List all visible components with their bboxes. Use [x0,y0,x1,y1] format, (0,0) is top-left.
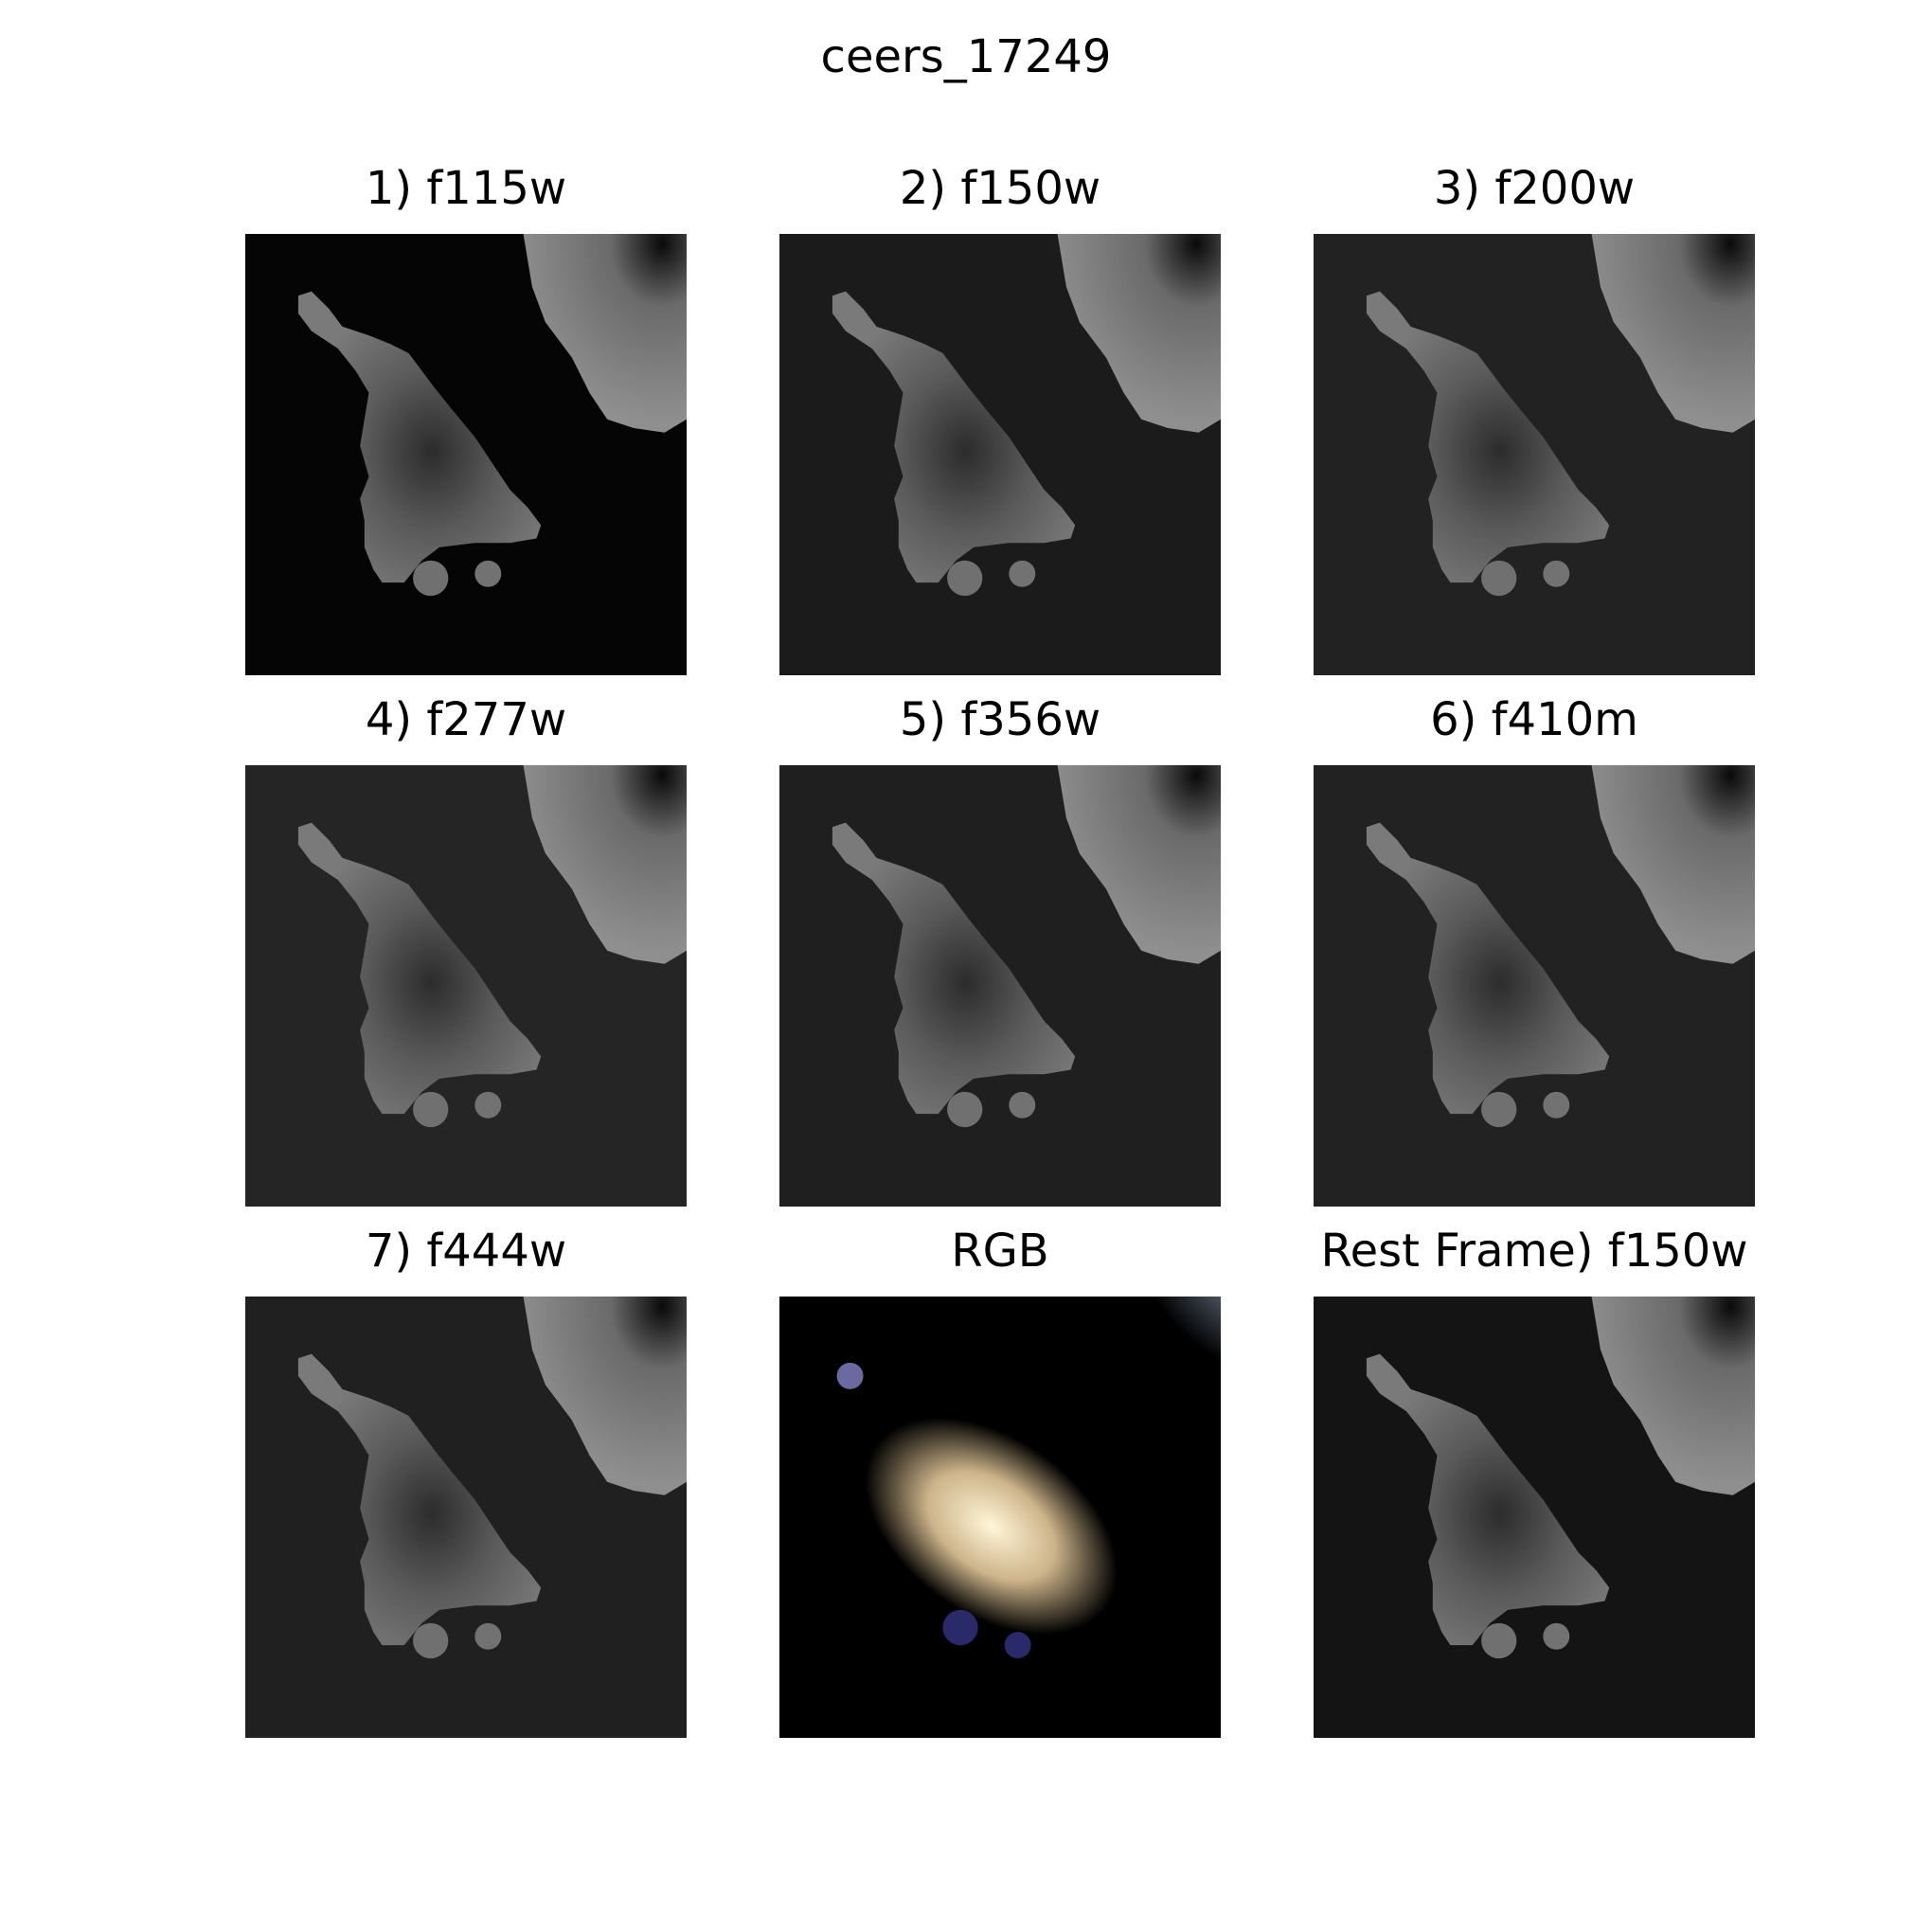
panel-title: Rest Frame) f150w [1320,1225,1748,1278]
panel-title: 2) f150w [899,162,1101,215]
galaxy-image [1314,765,1755,1207]
panel-title: 5) f356w [899,693,1101,746]
galaxy-image [1314,234,1755,675]
galaxy-image [779,234,1221,675]
galaxy-image [245,1297,687,1738]
figure-title: ceers_17249 [820,30,1112,83]
panel-title: 3) f200w [1433,162,1636,215]
galaxy-image [779,765,1221,1207]
galaxy-image [1314,1297,1755,1738]
panel-title: 7) f444w [365,1225,567,1278]
panel-title: 4) f277w [365,693,567,746]
panel-title: RGB [951,1225,1049,1278]
panel-title: 1) f115w [365,162,567,215]
panel-title: 6) f410m [1430,693,1638,746]
galaxy-image [245,234,687,675]
rgb-composite-image [779,1297,1221,1738]
galaxy-image [245,765,687,1207]
